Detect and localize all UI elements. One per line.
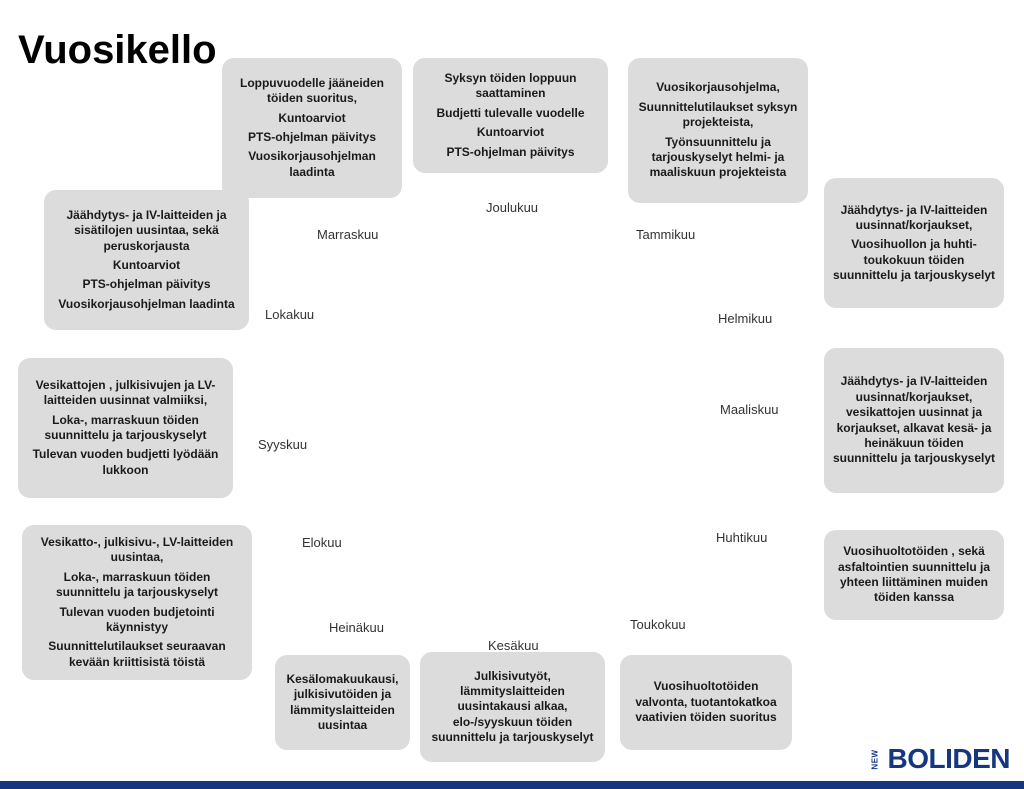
task-line: Suunnittelutilaukset seuraavan kevään kr…: [30, 639, 244, 670]
task-line: Loka-, marraskuun töiden suunnittelu ja …: [30, 570, 244, 601]
diagram-title: Vuosikello: [18, 28, 217, 73]
task-box-jul: Kesälomakuukausi, julkisivutöiden ja läm…: [275, 655, 410, 750]
task-box-mar: Jäähdytys- ja IV-laitteiden uusinnat/kor…: [824, 348, 1004, 493]
task-line: Vuosikorjausohjelman laadinta: [230, 149, 394, 180]
task-line: Kesälomakuukausi, julkisivutöiden ja läm…: [283, 672, 402, 733]
month-label-kesakuu: Kesäkuu: [488, 638, 539, 653]
month-label-tammikuu: Tammikuu: [636, 227, 695, 242]
logo-main-text: BOLIDEN: [888, 743, 1011, 775]
task-line: Loppuvuodelle jääneiden töiden suoritus,: [230, 76, 394, 107]
task-line: Vuosihuoltotöiden valvonta, tuotantokatk…: [628, 679, 784, 725]
task-line: Syksyn töiden loppuun saattaminen: [421, 71, 600, 102]
task-line: Loka-, marraskuun töiden suunnittelu ja …: [26, 413, 225, 444]
task-line: Kuntoarviot: [421, 125, 600, 140]
logo-prefix: NEW: [871, 749, 880, 769]
task-line: Kuntoarviot: [52, 258, 241, 273]
task-line: PTS-ohjelman päivitys: [421, 145, 600, 160]
task-line: Suunnittelutilaukset syksyn projekteista…: [636, 100, 800, 131]
boliden-logo: NEW BOLIDEN: [865, 743, 1010, 775]
task-line: Vesikattojen , julkisivujen ja LV-laitte…: [26, 378, 225, 409]
task-line: Jäähdytys- ja IV-laitteiden uusinnat/kor…: [832, 203, 996, 234]
task-line: Vuosikorjausohjelma,: [636, 80, 800, 95]
task-line: PTS-ohjelman päivitys: [230, 130, 394, 145]
month-label-elokuu: Elokuu: [302, 535, 342, 550]
task-line: Jäähdytys- ja IV-laitteiden ja sisätiloj…: [52, 208, 241, 254]
task-box-may: Vuosihuoltotöiden valvonta, tuotantokatk…: [620, 655, 792, 750]
task-box-dec: Syksyn töiden loppuun saattaminen Budjett…: [413, 58, 608, 173]
annual-clock-diagram: Vuosikello NEW BOLIDEN Joulukuu Tammikuu H…: [0, 0, 1024, 789]
task-line: Kuntoarviot: [230, 111, 394, 126]
task-line: Budjetti tulevalle vuodelle: [421, 106, 600, 121]
month-label-huhtikuu: Huhtikuu: [716, 530, 767, 545]
task-box-jan: Vuosikorjausohjelma, Suunnittelutilaukset…: [628, 58, 808, 203]
task-box-oct: Jäähdytys- ja IV-laitteiden ja sisätiloj…: [44, 190, 249, 330]
month-label-joulukuu: Joulukuu: [486, 200, 538, 215]
task-line: Vuosikorjausohjelman laadinta: [52, 297, 241, 312]
task-line: Tulevan vuoden budjetti lyödään lukkoon: [26, 447, 225, 478]
task-line: Työnsuunnittelu ja tarjouskyselyt helmi-…: [636, 135, 800, 181]
month-label-lokakuu: Lokakuu: [265, 307, 314, 322]
bottom-border-bar: [0, 781, 1024, 789]
task-line: Tulevan vuoden budjetointi käynnistyy: [30, 605, 244, 636]
task-box-feb: Jäähdytys- ja IV-laitteiden uusinnat/kor…: [824, 178, 1004, 308]
task-box-apr: Vuosihuoltotöiden , sekä asfaltointien s…: [824, 530, 1004, 620]
task-box-nov: Loppuvuodelle jääneiden töiden suoritus,…: [222, 58, 402, 198]
task-line: Vuosihuoltotöiden , sekä asfaltointien s…: [832, 544, 996, 605]
month-label-heinakuu: Heinäkuu: [329, 620, 384, 635]
month-label-syyskuu: Syyskuu: [258, 437, 307, 452]
task-box-aug: Vesikatto-, julkisivu-, LV-laitteiden uu…: [22, 525, 252, 680]
task-line: Vesikatto-, julkisivu-, LV-laitteiden uu…: [30, 535, 244, 566]
task-box-sep: Vesikattojen , julkisivujen ja LV-laitte…: [18, 358, 233, 498]
task-line: Julkisivutyöt, lämmityslaitteiden uusint…: [428, 669, 597, 746]
month-label-helmikuu: Helmikuu: [718, 311, 772, 326]
month-label-maaliskuu: Maaliskuu: [720, 402, 779, 417]
task-line: Jäähdytys- ja IV-laitteiden uusinnat/kor…: [832, 374, 996, 466]
task-box-jun: Julkisivutyöt, lämmityslaitteiden uusint…: [420, 652, 605, 762]
month-label-toukokuu: Toukokuu: [630, 617, 686, 632]
month-label-marraskuu: Marraskuu: [317, 227, 378, 242]
task-line: PTS-ohjelman päivitys: [52, 277, 241, 292]
task-line: Vuosihuollon ja huhti-toukokuun töiden s…: [832, 237, 996, 283]
